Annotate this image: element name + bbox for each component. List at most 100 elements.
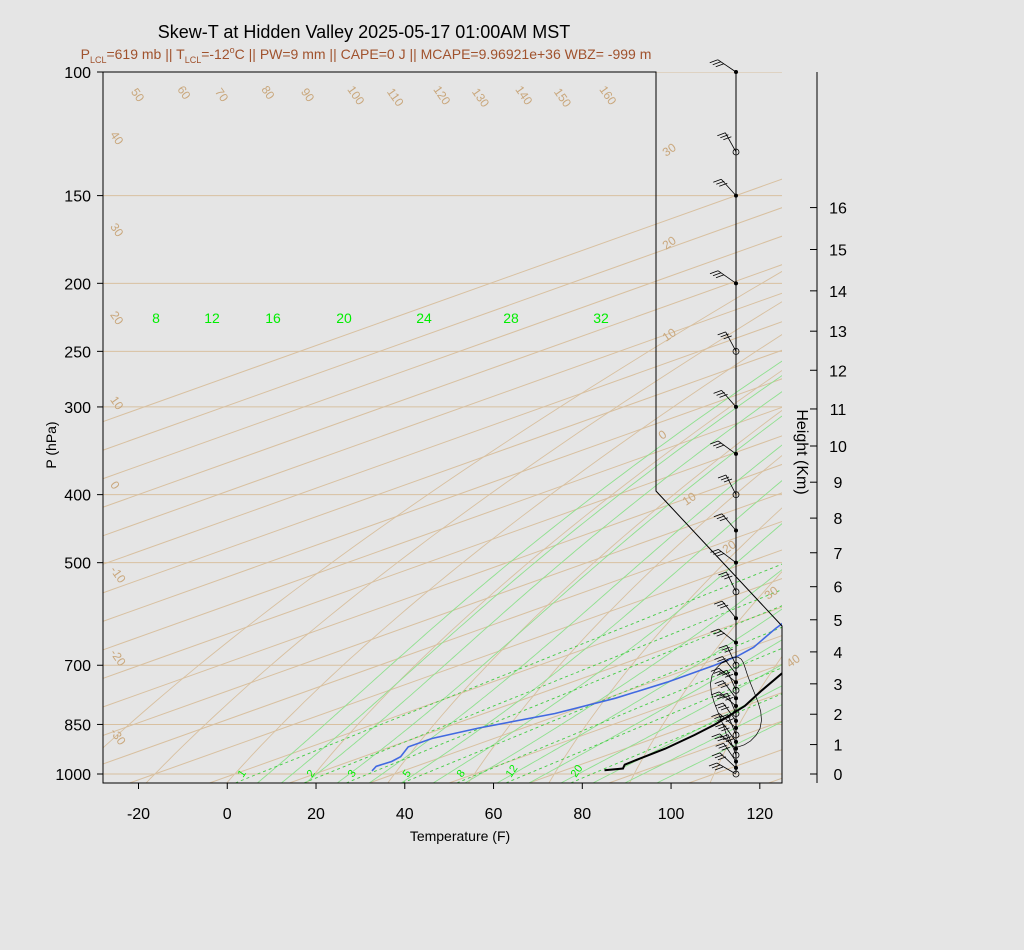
wind-barb-flag <box>718 744 727 749</box>
wind-barb-flag <box>716 553 725 557</box>
height-tick-label: 9 <box>834 475 843 492</box>
isotherm-line <box>103 207 782 451</box>
wind-barb-flag <box>713 389 722 394</box>
temperature-profile <box>604 672 782 772</box>
wind-barb <box>721 513 737 531</box>
wind-barb-flag <box>723 335 732 340</box>
wind-barb-flag <box>715 723 724 728</box>
wind-barb-flag <box>719 393 728 398</box>
moist-adiabat-label: 16 <box>265 310 281 326</box>
wind-barb-flag <box>724 575 733 580</box>
wind-barb-flag <box>723 136 732 141</box>
axes: -20 0 20 40 60 80 100 1201001502002503004005007… <box>55 65 847 823</box>
isotherm-line <box>103 463 782 708</box>
y-tick-label: 100 <box>64 65 91 82</box>
isotherm-line <box>289 606 782 783</box>
isotherm-label: 10 <box>107 393 126 412</box>
moist-adiabat-label: 24 <box>416 310 432 326</box>
isotherm-line <box>528 692 782 783</box>
y-tick-label: 250 <box>64 344 91 361</box>
height-tick-label: 6 <box>834 580 843 597</box>
wind-barb-flag <box>720 706 730 711</box>
wind-barb-flag <box>714 693 723 698</box>
isotherm-label: -30 <box>107 725 129 748</box>
wind-barb-flag <box>713 513 722 518</box>
wind-barb <box>725 571 737 592</box>
moist-adiabat <box>305 391 782 783</box>
wind-barb-flag <box>710 628 719 633</box>
moist-adiabat <box>432 523 782 783</box>
wind-barb-flag <box>708 762 718 767</box>
wind-barb-flag <box>718 644 727 649</box>
isotherm-line <box>103 292 782 537</box>
wind-barb <box>723 723 737 743</box>
x-tick-label: 80 <box>573 806 591 823</box>
mixing-ratio-label: 8 <box>455 768 468 780</box>
wind-barb-flag <box>719 182 728 187</box>
wind-barb-flag <box>719 517 728 522</box>
dry-adiabat-label: 0 <box>656 427 670 442</box>
wind-barb-flag <box>710 440 719 445</box>
profile-lines <box>371 622 782 772</box>
moist-adiabat <box>592 685 782 783</box>
wind-barb-flag <box>710 549 719 553</box>
wind-barb-flag <box>716 515 725 520</box>
dry-adiabat <box>709 655 782 783</box>
y-tick-label: 150 <box>64 189 91 206</box>
moist-adiabat-label: 20 <box>336 310 352 326</box>
height-tick-label: 1 <box>834 738 843 755</box>
isotherm-label: 40 <box>107 128 126 147</box>
x-tick-label: 40 <box>396 806 414 823</box>
dry-adiabat <box>145 301 782 783</box>
x-tick-label: 0 <box>223 806 232 823</box>
dewpoint-profile <box>371 622 782 772</box>
y-tick-label: 700 <box>64 658 91 675</box>
dry-adiabat <box>306 369 782 783</box>
dry-adiabat-label: 30 <box>660 140 679 159</box>
dry-adiabat <box>103 270 782 749</box>
dry-adiabat-label: 20 <box>660 233 679 252</box>
wind-barb <box>716 762 737 775</box>
wind-barb-flag <box>716 671 726 676</box>
wind-barb-flag <box>714 600 723 605</box>
x-tick-label: 60 <box>485 806 503 823</box>
wind-barb <box>722 656 737 675</box>
isotherm-line <box>688 749 782 783</box>
wind-barb <box>722 680 737 699</box>
isotherm-label: 20 <box>107 308 126 327</box>
wind-barb-flag <box>717 474 727 479</box>
mixing-ratio-line <box>235 563 782 783</box>
wind-barb-flag <box>720 684 729 689</box>
isotherm-line <box>103 264 782 508</box>
moist-adiabat <box>337 415 782 783</box>
wind-barb-flag <box>720 134 729 139</box>
wind-barb-flag <box>719 692 728 697</box>
mixing-ratio-line <box>346 605 782 783</box>
wind-barb <box>726 670 737 691</box>
wind-barb-flag <box>717 682 726 687</box>
isotherm-line <box>209 578 782 783</box>
moist-adiabat <box>281 375 782 783</box>
moist-adiabat <box>656 721 782 783</box>
wind-barb-flag <box>717 132 726 137</box>
y-tick-label: 200 <box>64 276 91 293</box>
mixing-ratio-line <box>505 667 782 783</box>
wind-barb-flag <box>717 658 726 662</box>
grid-labels: 50 60 70 80 90 100 110 120 130 140 150 160403020100… <box>107 83 803 780</box>
isotherm-line <box>103 321 782 565</box>
wind-barb-flag <box>723 478 733 483</box>
isotherm-line <box>103 178 782 423</box>
wind-barb-flag <box>714 656 723 660</box>
dry-adiabat <box>387 409 782 783</box>
wind-barb-flag <box>713 630 722 635</box>
isotherm-label: 130 <box>469 85 492 110</box>
wind-barb-flag <box>720 476 730 481</box>
isotherm-label: -10 <box>107 563 129 586</box>
isotherm-label: 140 <box>512 83 535 108</box>
wind-point <box>732 751 740 759</box>
isotherm-line <box>103 235 782 480</box>
background-grid <box>103 72 782 783</box>
wind-barb <box>717 59 737 73</box>
wind-barb-flag <box>720 333 729 338</box>
wind-barb-flag <box>718 725 727 730</box>
